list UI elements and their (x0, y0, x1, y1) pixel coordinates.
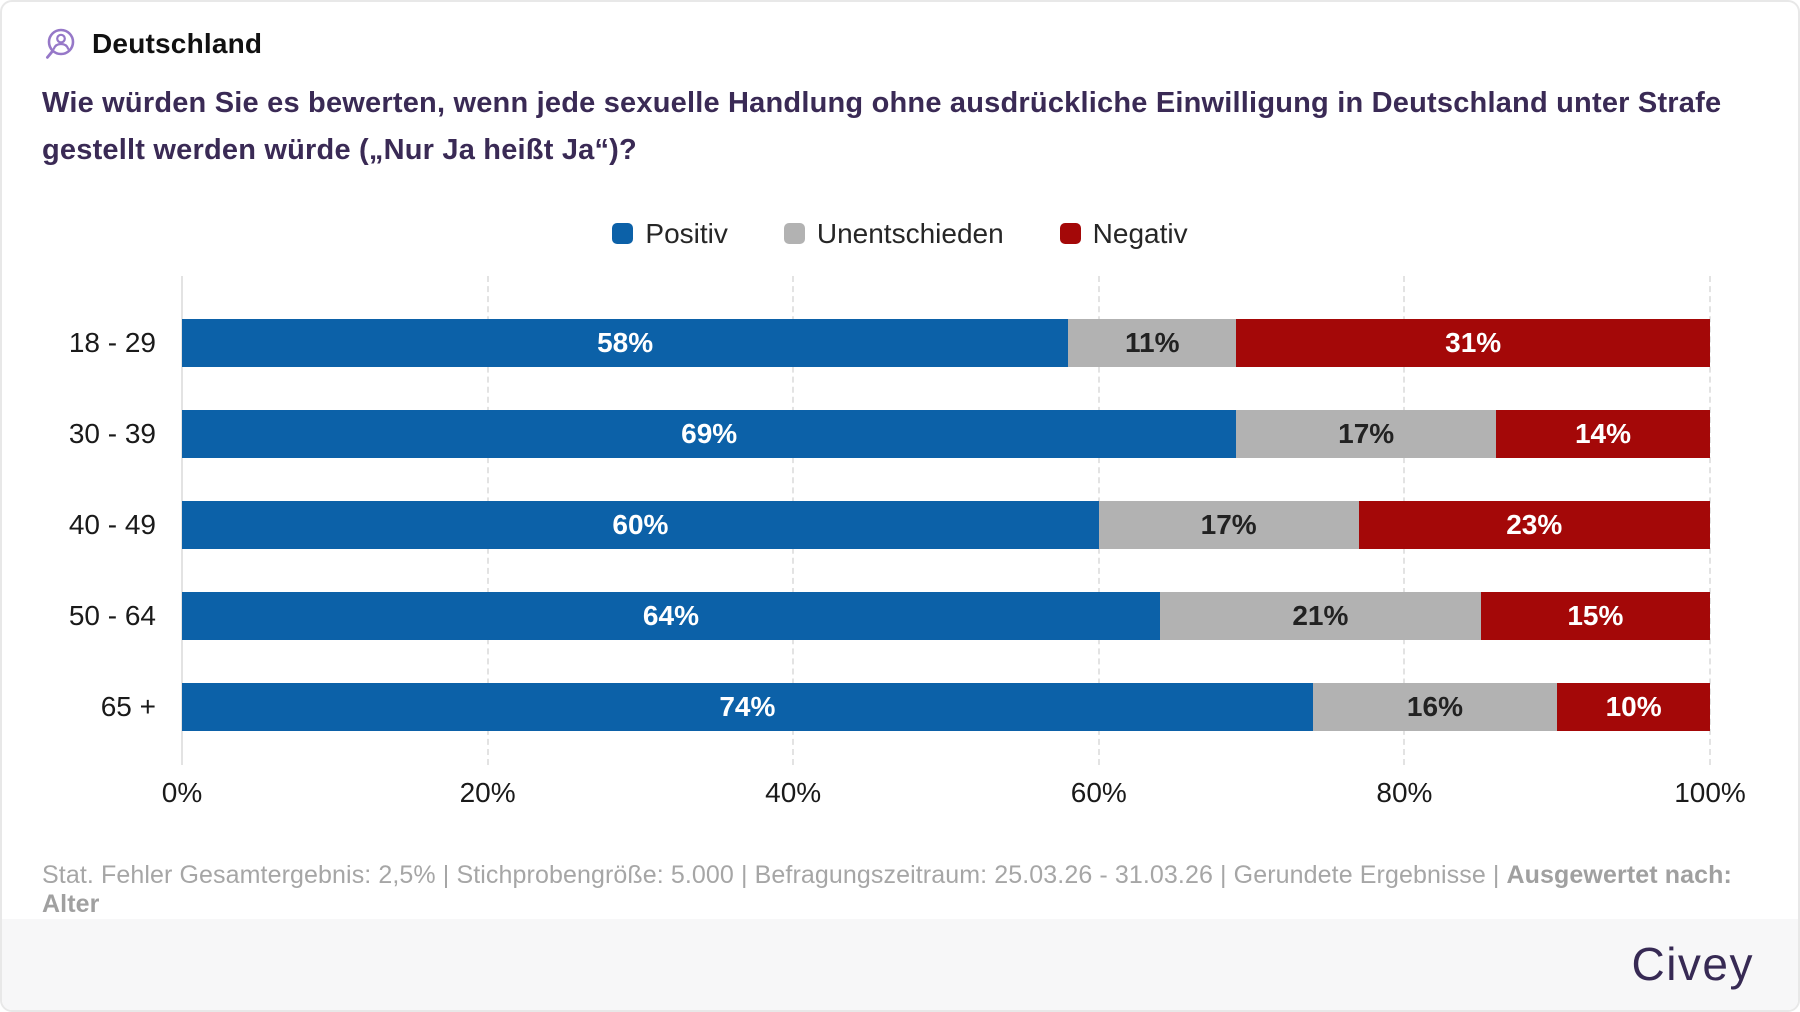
survey-meta: Stat. Fehler Gesamtergebnis: 2,5% | Stic… (42, 861, 1758, 919)
survey-meta-regular: Stat. Fehler Gesamtergebnis: 2,5% | Stic… (42, 860, 1507, 889)
bar-segment-positiv[interactable]: 58% (182, 319, 1069, 368)
legend-swatch-negativ (1059, 223, 1081, 245)
legend-label: Positiv (645, 217, 728, 249)
region-audience-icon (46, 28, 75, 59)
category-label: 18 - 29 (68, 327, 156, 359)
chart-rows: 18 - 29 58% 11% 31% 30 - 39 69% 17% 14% 40 - 49 6… (2, 298, 1710, 753)
bar-track: 58% 11% 31% (182, 319, 1710, 368)
bar-segment-negativ[interactable]: 23% (1358, 501, 1710, 550)
category-label: 50 - 64 (68, 600, 156, 632)
bar-segment-positiv[interactable]: 64% (182, 592, 1160, 641)
legend-label: Negativ (1092, 217, 1188, 249)
stacked-bar-chart: 18 - 29 58% 11% 31% 30 - 39 69% 17% 14% 40 - 49 6… (2, 275, 1746, 817)
category-label: 40 - 49 (68, 509, 156, 541)
category-label: 65 + (100, 691, 156, 723)
bar-track: 64% 21% 15% (182, 592, 1710, 641)
chart-row: 30 - 39 69% 17% 14% (2, 389, 1710, 480)
x-axis: 0% 20% 40% 60% 80% 100% (162, 776, 1746, 817)
chart-row: 18 - 29 58% 11% 31% (2, 298, 1710, 389)
legend-label: Unentschieden (816, 217, 1004, 249)
chart-row: 50 - 64 64% 21% 15% (2, 571, 1710, 662)
legend-item-negativ[interactable]: Negativ (1059, 217, 1188, 250)
bar-segment-positiv[interactable]: 60% (182, 501, 1099, 550)
bar-segment-unentschieden[interactable]: 16% (1312, 683, 1558, 732)
bar-segment-negativ[interactable]: 14% (1496, 410, 1710, 459)
region-name: Deutschland (92, 28, 263, 59)
legend: Positiv Unentschieden Negativ (2, 218, 1798, 250)
chart-row: 65 + 74% 16% 10% (2, 662, 1710, 753)
header: Deutschland (42, 26, 1758, 62)
x-tick-label: 100% (1674, 776, 1746, 808)
survey-meta-breakdown: Ausgewertet nach: Alter (42, 860, 1732, 918)
question-title: Wie würden Sie es bewerten, wenn jede se… (42, 87, 1722, 166)
bar-segment-positiv[interactable]: 74% (182, 683, 1313, 732)
legend-item-positiv[interactable]: Positiv (612, 217, 728, 250)
x-tick-label: 80% (1376, 776, 1433, 808)
bar-segment-unentschieden[interactable]: 17% (1098, 501, 1359, 550)
x-tick-label: 60% (1070, 776, 1127, 808)
bar-segment-unentschieden[interactable]: 21% (1159, 592, 1481, 641)
bar-segment-negativ[interactable]: 10% (1557, 683, 1710, 732)
bar-segment-unentschieden[interactable]: 17% (1236, 410, 1497, 459)
bar-segment-unentschieden[interactable]: 11% (1068, 319, 1237, 368)
footer-band: Civey (2, 918, 1798, 1010)
bar-track: 60% 17% 23% (182, 501, 1710, 550)
x-tick-label: 0% (161, 776, 203, 808)
bar-track: 74% 16% 10% (182, 683, 1710, 732)
category-label: 30 - 39 (68, 418, 156, 450)
x-tick-label: 40% (765, 776, 822, 808)
bar-track: 69% 17% 14% (182, 410, 1710, 459)
gridline (1709, 275, 1711, 765)
chart-row: 40 - 49 60% 17% 23% (2, 480, 1710, 571)
bar-segment-negativ[interactable]: 31% (1236, 319, 1710, 368)
civey-logo[interactable]: Civey (1631, 938, 1754, 991)
legend-item-unentschieden[interactable]: Unentschieden (783, 217, 1004, 250)
legend-swatch-positiv (612, 223, 634, 245)
bar-segment-positiv[interactable]: 69% (182, 410, 1237, 459)
plot-area: 18 - 29 58% 11% 31% 30 - 39 69% 17% 14% 40 - 49 6… (2, 275, 1711, 765)
x-tick-label: 20% (459, 776, 516, 808)
bar-segment-negativ[interactable]: 15% (1480, 592, 1710, 641)
legend-swatch-unentschieden (783, 223, 805, 245)
